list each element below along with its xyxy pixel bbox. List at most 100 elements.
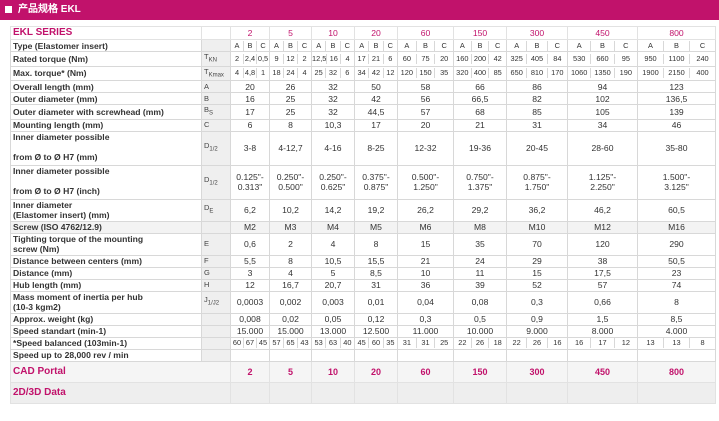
value-cell: 32 [311,104,355,120]
cad-portal-size-link[interactable]: 10 [311,360,355,383]
value-cell: 18 24 4 [269,65,312,81]
value-cell [230,348,270,362]
value-cell: 57 [567,278,638,292]
value-cell: 10,5 [311,254,355,268]
symbol-cell: TKmax [201,65,231,81]
symbol-cell: B [201,92,231,105]
value-cell: 8.000 [567,324,638,338]
row-label: Inner diameter possible from Ø to Ø H7 (i… [10,164,202,200]
cad-portal-size-link[interactable]: 800 [637,360,716,383]
value-cell: 6,2 [230,198,270,222]
cad-portal-row[interactable]: CAD Portal 2 5 10 20 60 150 300 450 800 [10,360,716,383]
sub-value: 2 [234,53,240,63]
cad-portal-size-link[interactable]: 2 [230,360,270,383]
sub-value: 60 [402,53,411,63]
value-cell: 57 65 43 [269,336,312,350]
value-cell: 29 [506,254,568,268]
value-cell: M8 [453,220,507,234]
sub-value: 240 [689,53,715,64]
sub-value: 24 [283,68,297,79]
value-cell: M5 [354,220,398,234]
value-cell: 38 [567,254,638,268]
sub-value: 85 [488,68,505,79]
spec-row-type: Type (Elastomer insert) A B C A B C A B C A B C A B C A B… [10,39,716,52]
symbol-cell [201,324,231,338]
value-cell: 4-12,7 [269,130,312,166]
data-2d3d-row[interactable]: 2D/3D Data [10,381,716,404]
value-cell: 15,5 [354,254,398,268]
sub-value: 12,5 [312,53,327,63]
value-cell: 34 42 12 [354,65,398,81]
value-cell: 320 400 85 [453,65,507,81]
symbol-cell: BS [201,104,231,120]
data-2d3d-link[interactable]: 2D/3D Data [10,381,231,404]
value-cell: 8,5 [354,266,398,280]
value-cell: 11 [453,266,507,280]
size-header: 300 [506,26,568,40]
value-cell: 8 [637,290,716,314]
row-label: Screw (ISO 4762/12.9) [10,220,202,234]
value-cell: 31 [506,118,568,132]
value-cell: 20,7 [311,278,355,292]
sub-value: 35 [382,338,397,348]
value-cell: 20 [397,118,454,132]
value-cell: 8-25 [354,130,398,166]
value-cell [506,381,568,404]
spec-row-screw: Screw (ISO 4762/12.9) M2 M3 M4 M5 M6 M8 M10 M12 M… [10,220,716,234]
cad-portal-size-link[interactable]: 20 [354,360,398,383]
value-cell: 4.000 [637,324,716,338]
value-cell: 66 [453,80,507,93]
row-label: Type (Elastomer insert) [10,39,202,52]
sub-value: 4 [234,68,240,78]
sub-value: 42 [368,68,382,79]
sub-value: 150 [415,68,435,79]
value-cell: 650 810 170 [506,65,568,81]
row-label: Inner diameter possible from Ø to Ø H7 (m… [10,130,202,166]
cad-portal-size-link[interactable]: 450 [567,360,638,383]
value-cell: 0,01 [354,290,398,314]
value-cell: 52 [506,278,568,292]
value-cell: 50 [354,80,398,93]
sub-value: 60 [368,338,382,348]
value-cell: 1.500"- 3.125" [637,164,716,200]
spec-row-centers: Distance between centers (mm) F 5,5 8 10,5 15… [10,254,716,268]
value-cell: 70 [506,232,568,256]
value-cell: 8 [269,254,312,268]
spec-row-speed_bal: *Speed balanced (103min-1) 60 67 45 57 65 43 53… [10,336,716,350]
value-cell: 60 67 45 [230,336,270,350]
value-cell: 2 [269,232,312,256]
cad-portal-size-link[interactable]: 300 [506,360,568,383]
cad-portal-size-link[interactable]: 5 [269,360,312,383]
value-cell: 13.000 [311,324,355,338]
value-cell [567,348,638,362]
value-cell: 0,008 [230,312,270,326]
cad-portal-size-link[interactable]: 150 [453,360,507,383]
value-cell: 26,2 [397,198,454,222]
cad-portal-size-link[interactable]: 60 [397,360,454,383]
symbol-cell: DE [201,198,231,222]
sub-value: 0,5 [256,53,269,64]
value-cell: 60,5 [637,198,716,222]
value-cell: 82 [506,92,568,105]
value-cell: 8 [269,118,312,132]
size-header: 800 [637,26,716,40]
symbol-cell [201,220,231,234]
value-cell: M10 [506,220,568,234]
value-cell: 0.250"- 0.500" [269,164,312,200]
value-cell: M6 [397,220,454,234]
value-cell: 58 [397,80,454,93]
value-cell [354,348,398,362]
sub-value: 57 [272,338,281,347]
value-cell: 31 31 25 [397,336,454,350]
symbol-cell [201,39,231,52]
sub-value: 16 [575,338,584,347]
value-cell: 74 [637,278,716,292]
value-cell: 11.000 [397,324,454,338]
value-cell: 26 [269,80,312,93]
value-cell: 46 [637,118,716,132]
cad-portal-link[interactable]: CAD Portal [10,360,231,383]
size-header: 5 [269,26,312,40]
